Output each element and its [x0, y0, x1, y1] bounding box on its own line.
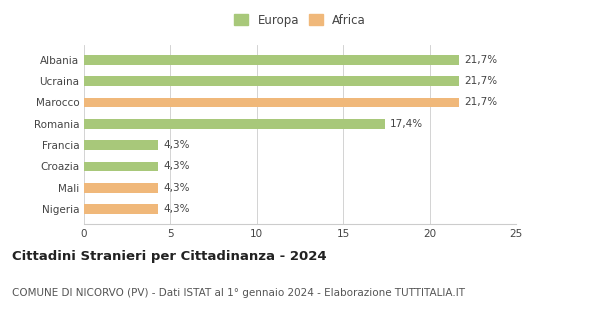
- Bar: [84, 119, 385, 129]
- Bar: [84, 76, 459, 86]
- Bar: [84, 140, 158, 150]
- Bar: [84, 55, 459, 65]
- Text: COMUNE DI NICORVO (PV) - Dati ISTAT al 1° gennaio 2024 - Elaborazione TUTTITALIA: COMUNE DI NICORVO (PV) - Dati ISTAT al 1…: [12, 288, 465, 298]
- Text: 17,4%: 17,4%: [390, 119, 423, 129]
- Bar: [84, 162, 158, 171]
- Text: 21,7%: 21,7%: [464, 97, 497, 108]
- Legend: Europa, Africa: Europa, Africa: [232, 11, 368, 29]
- Text: Cittadini Stranieri per Cittadinanza - 2024: Cittadini Stranieri per Cittadinanza - 2…: [12, 250, 326, 263]
- Text: 4,3%: 4,3%: [163, 204, 190, 214]
- Text: 21,7%: 21,7%: [464, 76, 497, 86]
- Text: 21,7%: 21,7%: [464, 55, 497, 65]
- Bar: [84, 98, 459, 107]
- Text: 4,3%: 4,3%: [163, 161, 190, 172]
- Text: 4,3%: 4,3%: [163, 140, 190, 150]
- Bar: [84, 204, 158, 214]
- Text: 4,3%: 4,3%: [163, 183, 190, 193]
- Bar: [84, 183, 158, 193]
